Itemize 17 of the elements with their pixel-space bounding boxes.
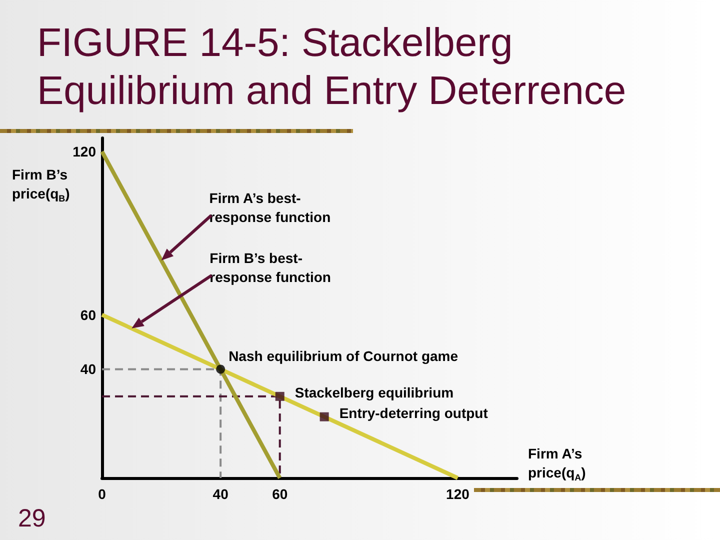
annotation: Firm B’s best- response function [210,250,331,285]
annotation: Entry-deterring output [339,404,488,421]
x-tick-label: 120 [446,486,470,502]
text: 29 [18,504,46,532]
x-tick-label: 0 [98,486,106,502]
annotation: Firm A’s best- response function [209,190,331,225]
y-tick-label: 120 [72,144,96,160]
point [320,412,329,422]
point [275,392,284,401]
annotation: Stackelberg equilibrium [294,384,454,400]
annotation: Nash equilibrium of Cournot game [228,348,458,364]
y-tick-label: 60 [80,306,96,323]
chart-title: FIGURE 14-5: Stackelberg Equilibrium and Entry Deterrence [37,21,626,113]
y-tick-label: 40 [80,361,96,378]
point [216,364,226,374]
x-tick-label: 60 [272,486,288,502]
x-tick-label: 40 [212,486,229,502]
